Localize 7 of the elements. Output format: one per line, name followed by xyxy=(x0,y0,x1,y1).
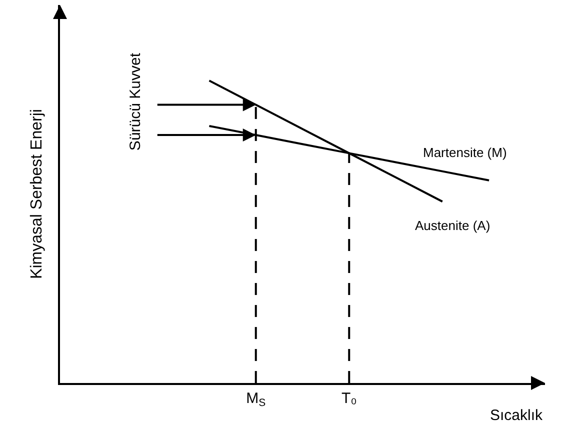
y-axis-title: Kimyasal Serbest Enerji xyxy=(28,109,46,279)
x-tick-label: M$_{S}$ xyxy=(246,390,266,410)
annotation: Sürücü Kuvvet xyxy=(126,52,144,151)
series-label: Martensite (M) xyxy=(423,145,507,160)
x-axis-title: Sıcaklık xyxy=(490,407,544,424)
x-tick-label: T₀ xyxy=(341,390,357,407)
text: Austenite (A) xyxy=(415,218,490,233)
